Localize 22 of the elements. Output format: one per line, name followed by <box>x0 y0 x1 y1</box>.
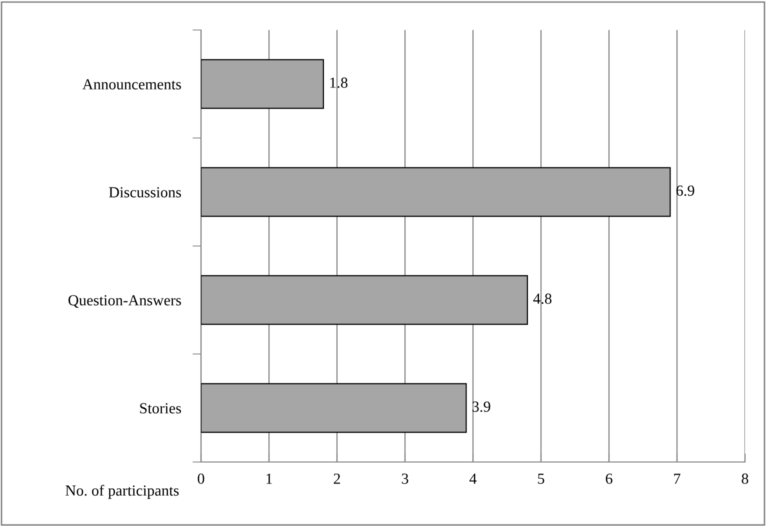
bar <box>201 383 467 433</box>
data-label: 4.8 <box>533 294 552 304</box>
x-tick-label: 8 <box>742 474 748 484</box>
y-tick-label: Discussions <box>108 187 181 198</box>
x-tick-label: 3 <box>402 474 408 484</box>
x-tick-label: 1 <box>266 474 272 484</box>
data-label: 6.9 <box>676 186 694 196</box>
y-tick-label: Announcements <box>82 79 181 90</box>
x-axis-title: No. of participants <box>66 484 179 499</box>
bar <box>201 275 528 325</box>
x-tick-label: 7 <box>674 474 680 484</box>
x-tick-label: 0 <box>198 474 204 484</box>
x-tick-label: 4 <box>469 474 477 484</box>
data-label: 1.8 <box>330 78 348 88</box>
x-tick-label: 5 <box>538 474 544 484</box>
data-label: 3.9 <box>472 402 490 412</box>
bar <box>201 59 324 109</box>
bar <box>201 167 671 217</box>
x-tick-label: 2 <box>334 474 340 484</box>
y-tick-label: Stories <box>140 403 182 414</box>
x-tick-label: 6 <box>606 474 612 484</box>
y-tick-label: Question-Answers <box>68 295 181 308</box>
